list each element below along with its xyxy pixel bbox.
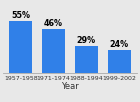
X-axis label: Year: Year — [61, 82, 79, 91]
Text: 55%: 55% — [11, 11, 30, 20]
Bar — [108, 50, 131, 73]
Bar — [9, 21, 32, 73]
Text: 24%: 24% — [110, 40, 129, 49]
Text: 29%: 29% — [77, 36, 96, 45]
Bar — [75, 46, 98, 73]
Text: 46%: 46% — [44, 19, 63, 28]
Bar — [42, 29, 65, 73]
